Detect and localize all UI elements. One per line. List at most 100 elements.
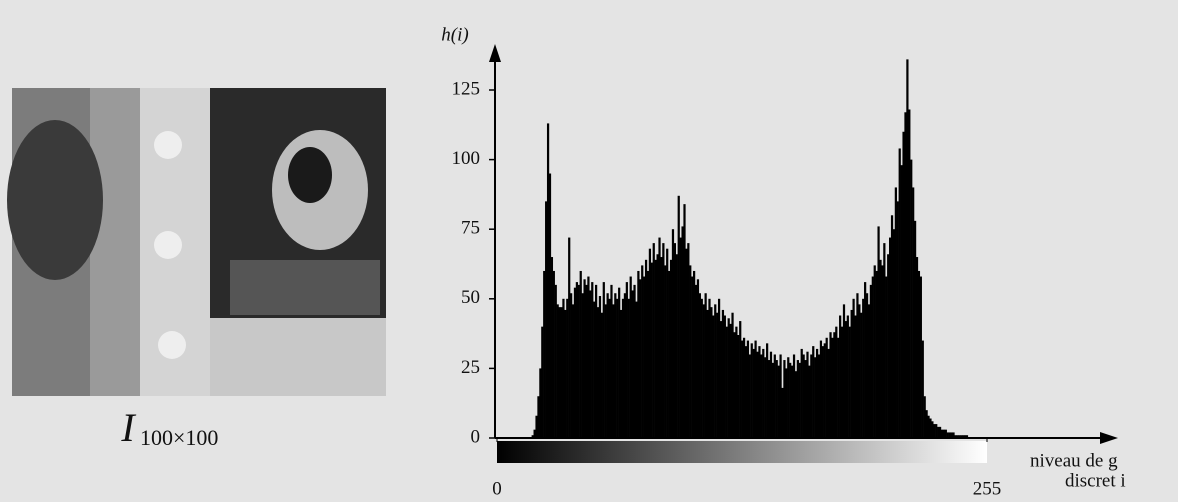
bar	[664, 265, 667, 438]
bar	[596, 307, 600, 438]
bar	[742, 337, 746, 438]
bar	[927, 415, 930, 438]
bar	[942, 429, 946, 438]
bar	[785, 368, 788, 438]
bar	[579, 270, 582, 438]
bar	[812, 346, 815, 438]
bar	[902, 131, 905, 438]
bar	[750, 343, 753, 438]
bar	[835, 326, 838, 438]
bar	[915, 257, 919, 438]
bar	[583, 279, 586, 438]
y-axis-label: h(i)	[441, 24, 468, 45]
bar	[798, 362, 801, 438]
bar	[865, 293, 869, 438]
bar	[889, 237, 892, 438]
bar	[637, 270, 640, 438]
bar	[585, 284, 588, 438]
bar	[548, 173, 552, 438]
bar	[739, 321, 742, 438]
bar	[894, 187, 897, 438]
y-tick-label: 50	[461, 287, 480, 308]
bar	[683, 204, 686, 438]
bar	[923, 396, 926, 438]
bar	[716, 312, 719, 438]
y-tick-label: 0	[471, 426, 481, 447]
bar	[727, 318, 730, 438]
bar	[839, 315, 842, 438]
bar	[958, 435, 961, 438]
bar	[781, 387, 784, 438]
bar	[760, 354, 763, 438]
bar	[735, 326, 738, 438]
bar	[794, 371, 798, 438]
bar	[898, 148, 901, 439]
bar	[581, 293, 584, 438]
bar	[600, 312, 603, 438]
bar	[879, 259, 882, 438]
bar	[587, 276, 590, 438]
bar	[929, 418, 932, 438]
bar	[662, 243, 665, 438]
bar	[606, 293, 609, 438]
bar	[591, 282, 594, 438]
bar	[721, 309, 725, 438]
bar	[652, 243, 655, 438]
bar	[748, 354, 751, 438]
bar	[919, 276, 922, 438]
bar	[956, 435, 959, 438]
bar	[635, 301, 638, 438]
bar	[610, 284, 613, 438]
bar	[883, 243, 886, 438]
bar	[679, 237, 682, 438]
bar	[687, 243, 690, 438]
bar	[940, 429, 944, 438]
bar	[541, 326, 544, 438]
bar	[779, 354, 782, 438]
bar	[900, 165, 903, 438]
bar	[539, 368, 542, 438]
photo	[7, 88, 386, 396]
bar	[531, 435, 534, 438]
bar	[646, 270, 650, 438]
bar	[937, 426, 940, 438]
bar	[837, 337, 840, 438]
bar	[808, 365, 811, 438]
bar	[621, 298, 625, 438]
bar	[723, 315, 726, 438]
bar	[783, 360, 786, 438]
bar	[589, 290, 592, 438]
bar	[673, 243, 677, 438]
bar	[668, 270, 671, 438]
bar	[792, 354, 796, 438]
bar	[910, 159, 913, 438]
bar	[931, 421, 934, 438]
bar	[623, 293, 627, 438]
bar	[892, 229, 896, 438]
bar	[827, 348, 830, 438]
bar	[741, 340, 744, 438]
bar	[821, 346, 824, 438]
bar	[952, 432, 955, 438]
bar	[965, 435, 969, 438]
bar	[829, 332, 832, 438]
y-arrow	[489, 44, 501, 62]
bar	[654, 259, 657, 438]
bar	[681, 226, 684, 438]
bar	[564, 309, 567, 438]
x-axis-label: niveau de g	[1030, 450, 1118, 471]
bar	[675, 254, 678, 438]
x-tick-label: 0	[492, 478, 502, 499]
bar	[535, 415, 538, 438]
bar	[823, 343, 826, 438]
bar	[546, 123, 550, 439]
bar	[733, 332, 736, 438]
bar	[756, 351, 759, 438]
bar	[858, 304, 861, 438]
bar	[658, 237, 661, 438]
bar	[862, 298, 865, 438]
bar	[913, 220, 917, 438]
bar	[766, 343, 769, 438]
bar	[814, 357, 817, 438]
